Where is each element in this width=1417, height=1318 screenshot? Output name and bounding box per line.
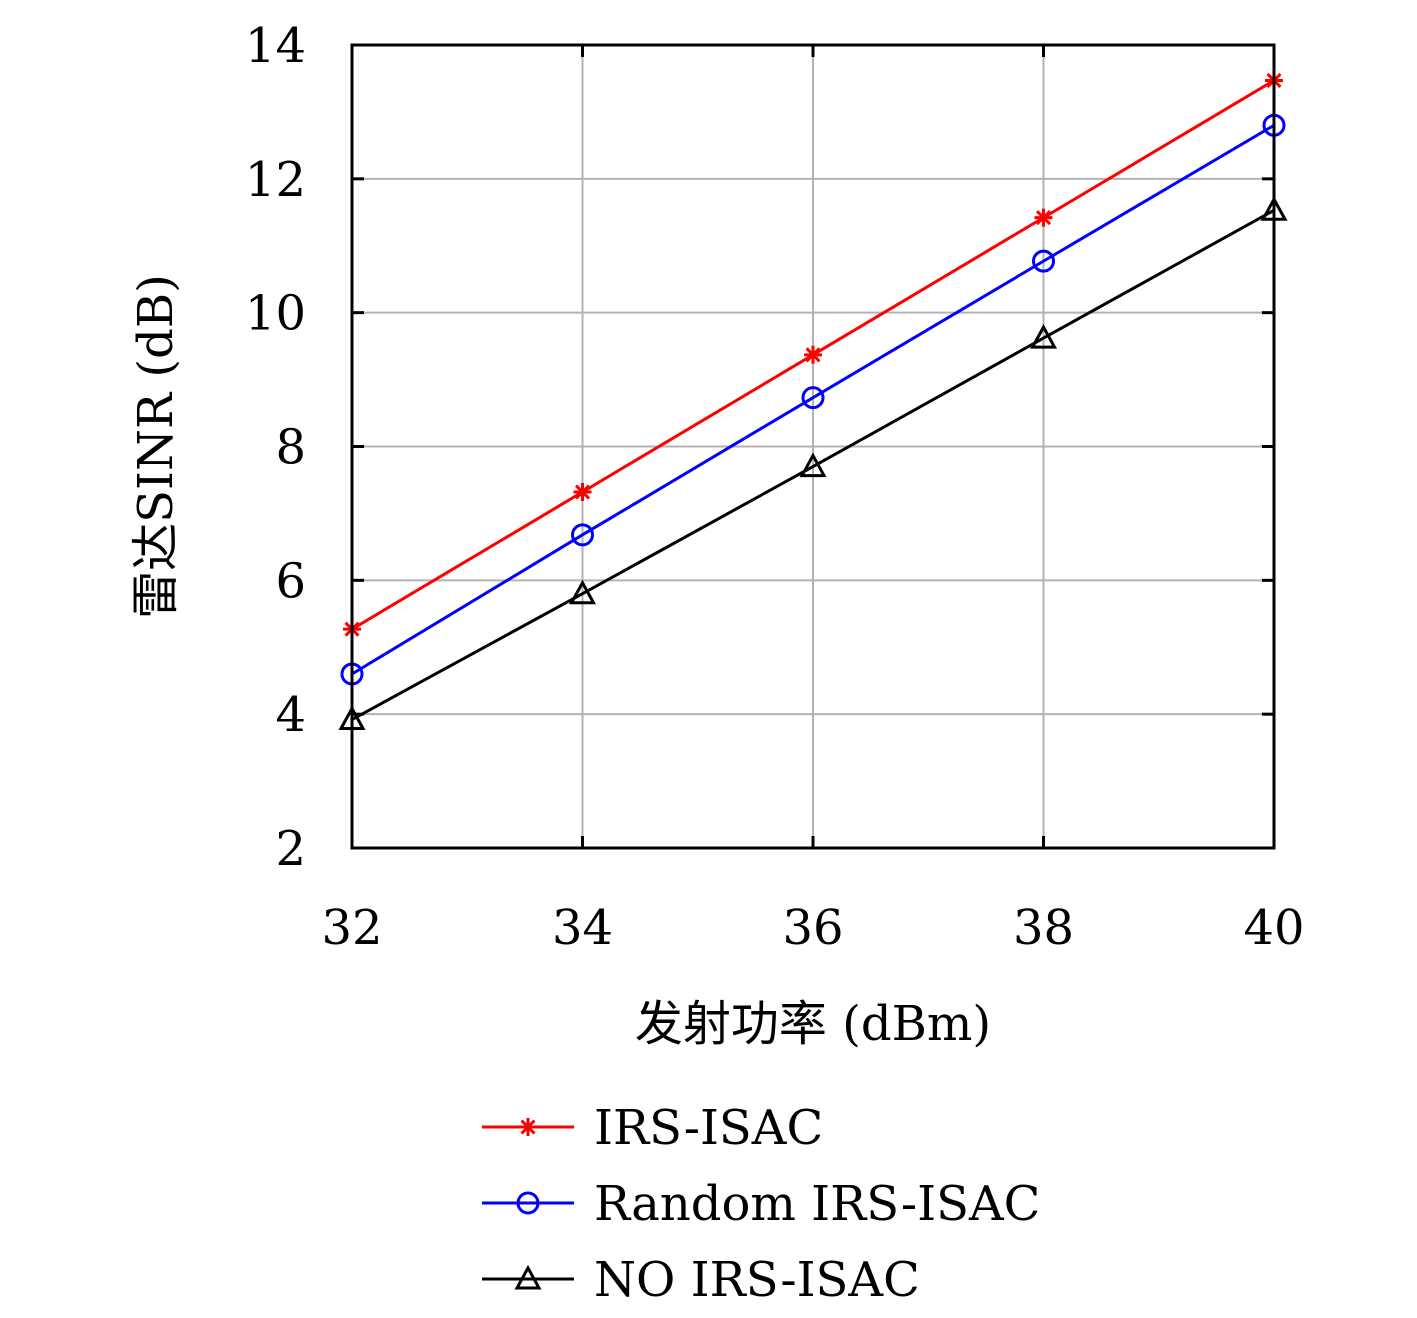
y-tick-label: 14 (245, 18, 306, 74)
x-tick-label: 38 (1013, 900, 1074, 956)
x-tick-label: 34 (552, 900, 613, 956)
x-axis-title: 发射功率 (dBm) (635, 996, 991, 1052)
legend-item: NO IRS-ISAC (482, 1252, 920, 1308)
legend-marker (516, 1191, 540, 1215)
series-line (351, 208, 1275, 721)
data-point (1032, 249, 1055, 273)
legend-label: Random IRS-ISAC (594, 1176, 1040, 1232)
data-point (573, 483, 592, 502)
legend-marker (514, 1264, 542, 1290)
tick-labels: 32 34 36 38 40 2 4 6 8 10 12 14 (245, 18, 1305, 956)
legend-item: Random IRS-ISAC (482, 1176, 1040, 1232)
x-tick-label: 36 (782, 900, 843, 956)
data-point (571, 523, 594, 547)
series-layer (338, 71, 1288, 731)
legend-marker (519, 1118, 537, 1136)
y-tick-label: 10 (245, 286, 306, 342)
axis-ticks (350, 43, 1276, 850)
data-point (1034, 208, 1053, 227)
x-tick-label: 32 (321, 900, 382, 956)
data-point (804, 345, 822, 364)
legend-label: IRS-ISAC (594, 1100, 823, 1156)
data-point (1029, 323, 1058, 349)
series-line (351, 124, 1275, 676)
grid (351, 44, 1275, 849)
legend-label: NO IRS-ISAC (594, 1252, 920, 1308)
y-axis-title: 雷达SINR (dB) (128, 274, 184, 619)
legend: IRS-ISAC Random IRS-ISAC NO IRS-ISAC (482, 1100, 1040, 1308)
y-tick-label: 2 (275, 821, 306, 877)
data-point (568, 579, 597, 605)
data-point (801, 386, 825, 410)
data-point (799, 452, 827, 478)
y-tick-label: 12 (245, 152, 306, 208)
y-tick-label: 4 (275, 687, 306, 743)
legend-item: IRS-ISAC (482, 1100, 823, 1156)
x-tick-label: 40 (1243, 900, 1304, 956)
y-tick-label: 8 (275, 420, 306, 476)
y-tick-label: 6 (275, 553, 306, 609)
